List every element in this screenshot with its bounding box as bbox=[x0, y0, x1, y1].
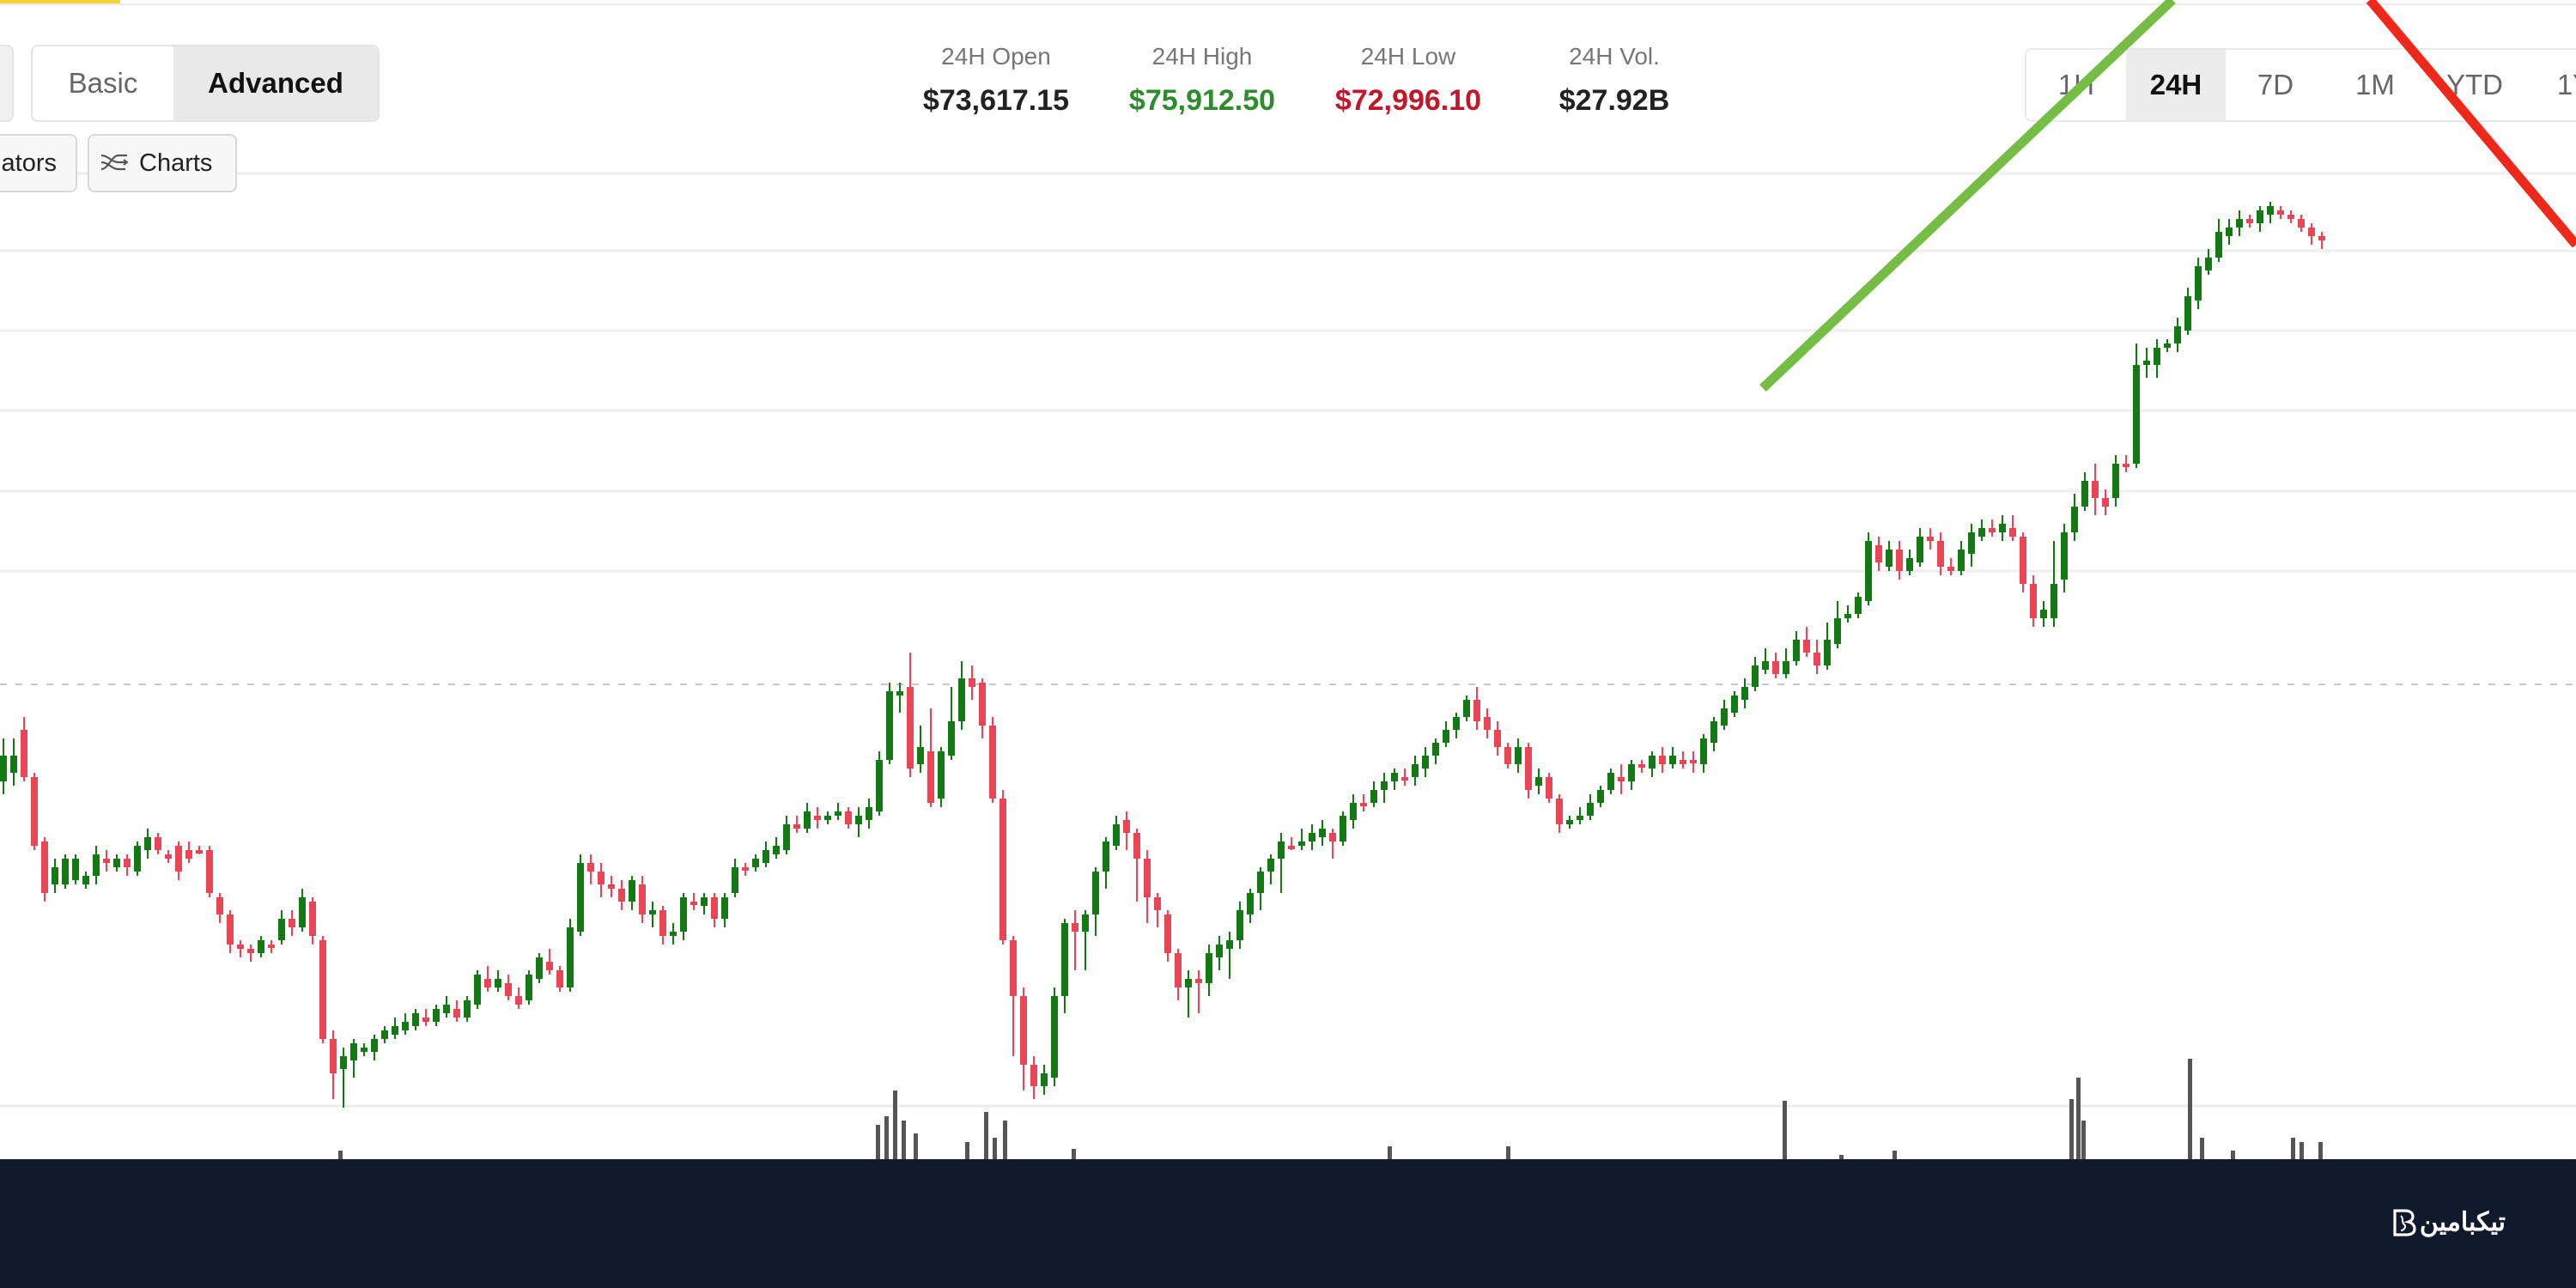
stat-24h-open: 24H Open $73,617.15 bbox=[893, 43, 1099, 118]
stat-label: 24H Open bbox=[941, 43, 1051, 70]
range-24h-button[interactable]: 24H bbox=[2126, 50, 2226, 120]
chart-gridlines bbox=[0, 172, 2576, 1108]
indicators-button[interactable]: ators bbox=[0, 134, 77, 192]
time-range-selector: 1H 24H 7D 1M YTD 1Y bbox=[2025, 48, 2576, 122]
stat-label: 24H Low bbox=[1360, 43, 1456, 70]
price-chart[interactable] bbox=[0, 0, 2576, 1159]
stat-24h-low: 24H Low $72,996.10 bbox=[1305, 43, 1511, 118]
brand-watermark: تیکبامین bbox=[2391, 1207, 2506, 1237]
range-7d-button[interactable]: 7D bbox=[2257, 69, 2294, 100]
range-1m-button[interactable]: 1M bbox=[2355, 69, 2395, 100]
watermark-footer: تیکبامین bbox=[0, 1159, 2576, 1288]
charts-button[interactable]: Charts bbox=[88, 134, 237, 192]
stat-24h-high: 24H High $75,912.50 bbox=[1099, 43, 1305, 118]
indicators-label: ators bbox=[1, 149, 57, 177]
24h-stats: 24H Open $73,617.15 24H High $75,912.50 … bbox=[893, 43, 1717, 118]
stat-24h-volume: 24H Vol. $27.92B bbox=[1511, 43, 1717, 118]
top-divider bbox=[0, 3, 2576, 5]
range-1h-button[interactable]: 1H bbox=[2057, 69, 2095, 100]
stat-value: $73,617.15 bbox=[922, 84, 1070, 117]
candlestick-series bbox=[0, 202, 2325, 1108]
stat-label: 24H High bbox=[1151, 43, 1253, 70]
range-1y-button[interactable]: 1Y bbox=[2556, 69, 2576, 100]
range-ytd-button[interactable]: YTD bbox=[2446, 69, 2503, 100]
tikbamin-logo-icon bbox=[2391, 1208, 2416, 1237]
mode-advanced-button[interactable]: Advanced bbox=[173, 46, 378, 120]
chart-wave-icon bbox=[100, 152, 129, 174]
top-accent-bar bbox=[0, 0, 120, 4]
chart-mode-toggle: Basic Advanced bbox=[31, 45, 380, 122]
stat-value: $72,996.10 bbox=[1334, 84, 1482, 117]
volume-bars bbox=[338, 1059, 2323, 1159]
stat-label: 24H Vol. bbox=[1569, 43, 1660, 70]
charts-label: Charts bbox=[139, 149, 213, 177]
stat-value: $75,912.50 bbox=[1128, 84, 1276, 117]
stat-value: $27.92B bbox=[1558, 84, 1670, 117]
brand-text: تیکبامین bbox=[2419, 1208, 2506, 1236]
mode-basic-button[interactable]: Basic bbox=[68, 67, 138, 99]
left-toggle-stub[interactable] bbox=[0, 45, 14, 122]
